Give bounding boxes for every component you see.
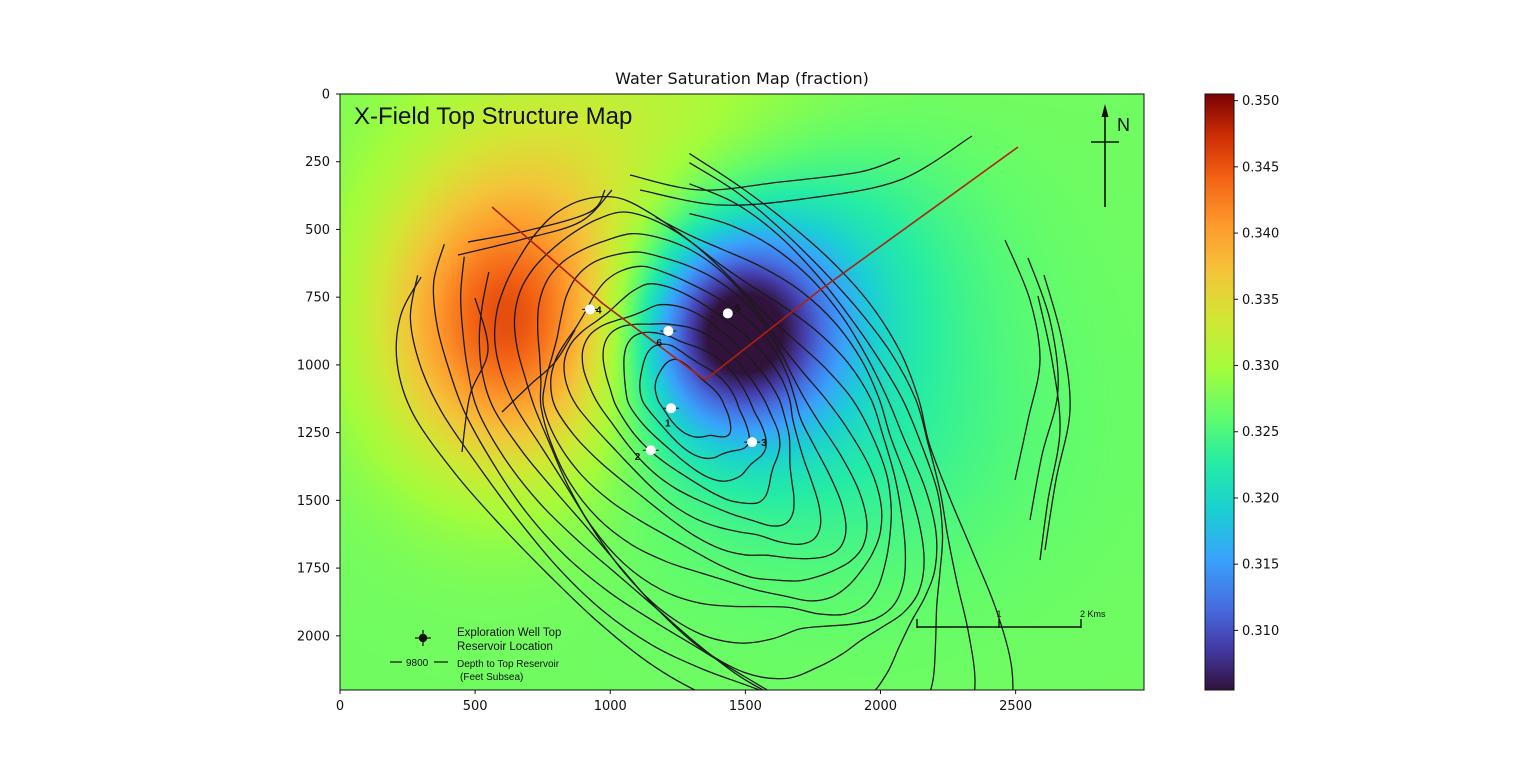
colorbar-tick-label: 0.340 <box>1242 227 1279 242</box>
wells-layer: 1 2 3 4 5 6 <box>581 303 767 463</box>
colorbar-tick-label: 0.315 <box>1242 558 1279 573</box>
y-tick-label: 1750 <box>297 562 330 577</box>
y-tick-label: 500 <box>305 223 330 238</box>
y-tick-label: 750 <box>305 291 330 306</box>
x-tick-label: 1000 <box>594 699 627 714</box>
x-tick-label: 2500 <box>999 699 1032 714</box>
legend-well-line2: Reservoir Location <box>457 641 553 653</box>
structure-contour <box>542 251 868 582</box>
structure-contour <box>639 135 973 206</box>
structure-contour <box>501 329 576 413</box>
y-axis: 0 250 500 750 1000 1250 1500 1750 2000 <box>297 88 340 644</box>
legend-contour-line2: (Feet Subsea) <box>460 672 523 683</box>
structure-contour <box>513 211 893 616</box>
colorbar: 0.310 0.315 0.320 0.325 0.330 0.335 0.340 0.345… <box>1204 93 1279 691</box>
structure-contour <box>602 323 781 505</box>
x-tick-label: 2000 <box>864 699 897 714</box>
well-dot <box>722 308 733 319</box>
well-dot <box>663 326 674 337</box>
well-symbol-icon <box>415 630 431 646</box>
map-title: X-Field Top Structure Map <box>354 103 632 130</box>
well-label: 3 <box>761 438 767 449</box>
structure-contour <box>457 189 613 256</box>
structure-contours <box>395 135 1071 690</box>
structure-contour <box>478 216 925 680</box>
x-axis: 0 500 1000 1500 2000 2500 <box>336 690 1032 714</box>
well-label: 1 <box>665 418 671 429</box>
well-label: 6 <box>656 338 662 349</box>
structure-contour <box>1043 274 1071 551</box>
structure-contour <box>1004 239 1041 481</box>
well-label: 5 <box>735 303 741 314</box>
scale-bar: 1 2 Kms <box>916 609 1106 628</box>
colorbar-tick-label: 0.310 <box>1242 624 1279 639</box>
colorbar-frame <box>1204 93 1235 691</box>
structure-contour <box>461 297 489 453</box>
north-label: N <box>1117 115 1130 135</box>
structure-contour <box>409 162 976 690</box>
colorbar-tick-label: 0.320 <box>1242 491 1279 506</box>
chart-title: Water Saturation Map (fraction) <box>615 69 869 88</box>
scale-mid-label: 1 <box>996 609 1001 619</box>
structure-contour <box>494 195 907 644</box>
y-tick-label: 1000 <box>297 358 330 373</box>
legend-well-line1: Exploration Well Top <box>457 627 561 639</box>
well-label: 2 <box>635 452 641 463</box>
scale-end-label: 2 Kms <box>1080 609 1106 619</box>
x-tick-label: 500 <box>463 699 488 714</box>
colorbar-tick-label: 0.345 <box>1242 160 1279 175</box>
well-dot <box>666 403 677 414</box>
well-marker: 1 <box>663 403 680 429</box>
colorbar-tick-label: 0.325 <box>1242 425 1279 440</box>
structure-contour <box>639 343 750 460</box>
colorbar-tick-label: 0.330 <box>1242 359 1279 374</box>
legend-contour-line1: Depth to Top Reservoir <box>457 659 560 670</box>
structure-contour <box>563 283 822 546</box>
structure-contour <box>581 303 795 527</box>
well-dot <box>747 437 758 448</box>
structure-contour <box>1037 295 1061 561</box>
saturation-heatmap <box>340 94 1144 690</box>
well-marker: 2 <box>635 445 659 463</box>
cross-section-line <box>491 146 1019 382</box>
north-arrow-icon: N <box>1091 104 1130 207</box>
y-tick-label: 1500 <box>297 494 330 509</box>
well-label: 4 <box>596 305 602 316</box>
well-dot <box>584 304 595 315</box>
colorbar-tick-label: 0.335 <box>1242 293 1279 308</box>
structure-contour <box>629 157 901 191</box>
well-marker: 6 <box>656 326 677 349</box>
structure-contour <box>395 153 1014 690</box>
legend-contour-value: 9800 <box>406 658 429 669</box>
y-tick-label: 1250 <box>297 426 330 441</box>
colorbar-ticks: 0.310 0.315 0.320 0.325 0.330 0.335 0.340 0.345… <box>1234 94 1279 639</box>
structure-contour <box>536 233 883 602</box>
structure-contour <box>550 265 847 560</box>
x-tick-label: 1500 <box>729 699 762 714</box>
well-marker: 3 <box>744 437 767 449</box>
y-tick-label: 0 <box>322 88 330 103</box>
plot-frame <box>339 93 1145 691</box>
structure-contour <box>467 189 606 243</box>
structure-contour <box>432 183 944 690</box>
colorbar-tick-label: 0.350 <box>1242 94 1279 109</box>
y-tick-label: 2000 <box>297 629 330 644</box>
well-marker: 5 <box>719 303 741 319</box>
structure-contour <box>460 212 938 690</box>
well-marker: 4 <box>581 304 602 316</box>
y-tick-label: 250 <box>305 155 330 170</box>
structure-contour <box>1027 257 1059 521</box>
x-tick-label: 0 <box>336 699 344 714</box>
map-legend: Exploration Well Top Reservoir Location … <box>390 627 561 683</box>
well-dot <box>645 445 656 456</box>
structure-contour <box>623 331 767 482</box>
